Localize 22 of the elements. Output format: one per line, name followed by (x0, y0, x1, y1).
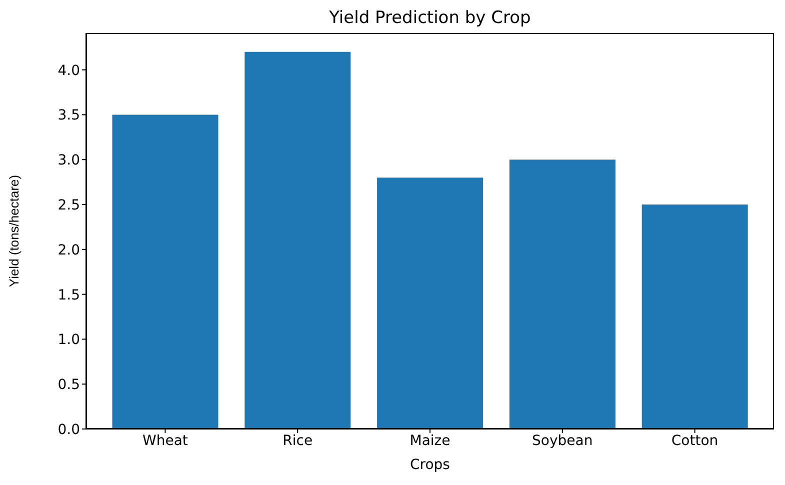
x-tick-label: Soybean (532, 432, 593, 449)
bar (509, 160, 616, 429)
y-tick-label: 1.5 (58, 287, 80, 304)
y-tick-label: 3.5 (58, 108, 80, 124)
y-tick-label: 0.5 (58, 377, 80, 394)
x-axis-title: Crops (410, 457, 450, 473)
chart-title: Yield Prediction by Crop (328, 8, 532, 28)
x-tick-label: Wheat (142, 432, 188, 449)
y-tick-label: 0.0 (58, 422, 80, 438)
bar (642, 204, 748, 429)
bar (377, 178, 484, 429)
bar (112, 114, 218, 429)
bar (244, 52, 351, 429)
y-tick-label: 1.0 (58, 332, 80, 348)
x-tick-label: Rice (282, 432, 313, 449)
x-tick-label: Cotton (671, 432, 718, 449)
x-tick-label: Maize (410, 432, 450, 449)
y-tick-label: 4.0 (58, 62, 80, 79)
y-tick-label: 2.0 (58, 242, 80, 258)
y-tick-label: 3.0 (58, 152, 80, 169)
y-axis-title: Yield (tons/hectare) (6, 174, 22, 288)
y-tick-label: 2.5 (58, 197, 80, 214)
